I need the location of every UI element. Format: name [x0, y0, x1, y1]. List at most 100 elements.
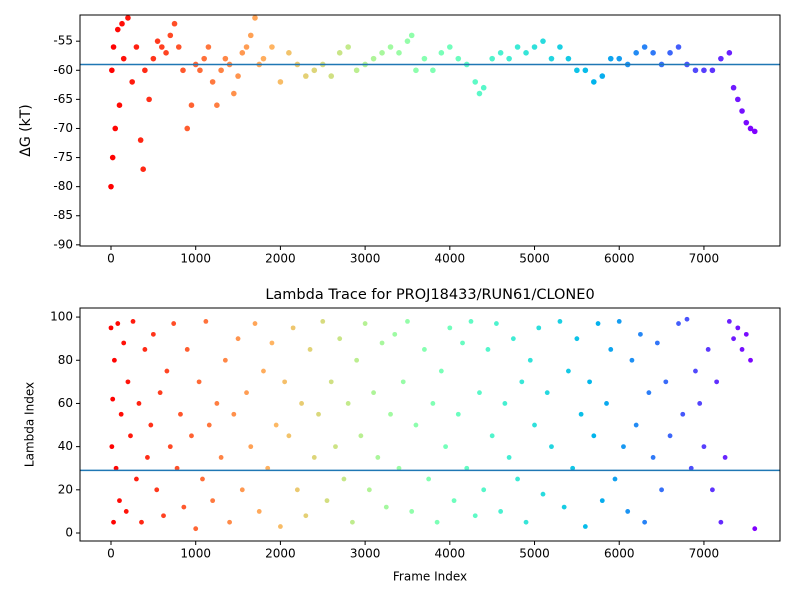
point [477, 390, 482, 396]
point [282, 379, 288, 385]
point [354, 357, 360, 363]
y-tick-label: -65 [53, 92, 73, 106]
x-tick-label: 5000 [519, 547, 550, 561]
point [400, 379, 406, 385]
point [557, 44, 563, 50]
point [638, 331, 643, 337]
point [506, 455, 512, 460]
point [181, 504, 187, 510]
point [735, 325, 741, 331]
point [109, 154, 116, 161]
point [566, 368, 571, 374]
point [650, 455, 656, 460]
point [119, 20, 125, 27]
point [130, 318, 136, 324]
point [379, 340, 385, 346]
point [663, 379, 669, 385]
x-tick-label: 2000 [265, 547, 296, 561]
point [286, 433, 292, 439]
point [311, 455, 317, 460]
point [735, 96, 741, 103]
point [116, 102, 123, 108]
point [154, 487, 160, 493]
point [451, 498, 457, 504]
x-tick-label: 3000 [350, 547, 381, 561]
x-tick-label: 6000 [604, 252, 635, 266]
point [218, 67, 224, 74]
point [523, 519, 529, 525]
point [316, 411, 321, 417]
x-tick-label: 2000 [265, 252, 296, 266]
point [133, 44, 140, 50]
point [731, 336, 736, 342]
point [510, 336, 516, 342]
point [739, 347, 745, 352]
y-tick-label: -80 [53, 179, 73, 193]
point [260, 55, 267, 62]
y-tick-label: -85 [53, 208, 73, 222]
point [123, 509, 129, 514]
point [684, 316, 690, 322]
x-tick-label: 1000 [180, 547, 211, 561]
point [531, 44, 538, 50]
point [481, 487, 487, 493]
point [582, 67, 589, 74]
point [752, 526, 758, 532]
point [751, 128, 758, 135]
point [171, 20, 178, 27]
point [341, 476, 347, 482]
point [227, 519, 232, 525]
point [142, 67, 148, 74]
x-tick-label: 7000 [689, 252, 720, 266]
point [125, 379, 131, 385]
x-tick-label: 6000 [604, 547, 635, 561]
point [303, 513, 309, 519]
point [128, 433, 133, 439]
x-axis-label: Frame Index [393, 570, 467, 584]
point [139, 519, 144, 525]
point [110, 396, 116, 402]
point [157, 390, 163, 396]
point [591, 433, 597, 439]
point [118, 411, 124, 417]
point [294, 487, 300, 493]
point [358, 433, 364, 439]
x-tick-label: 5000 [519, 252, 550, 266]
point [472, 79, 479, 85]
point [142, 347, 148, 352]
y-tick-label: -70 [53, 121, 73, 135]
point [163, 50, 169, 56]
point [607, 55, 614, 62]
point [494, 321, 499, 326]
point [164, 368, 170, 374]
point [714, 379, 720, 385]
point [480, 84, 487, 91]
point [370, 55, 377, 62]
point [188, 102, 195, 108]
point [111, 357, 117, 363]
point [269, 340, 275, 346]
point [333, 444, 338, 450]
point [278, 524, 283, 529]
point [307, 347, 313, 352]
point [514, 44, 521, 50]
point [392, 331, 398, 337]
point [235, 73, 241, 79]
y-tick-label: 0 [65, 526, 73, 540]
point [273, 422, 279, 428]
point [438, 50, 445, 56]
point [299, 401, 304, 406]
point [464, 465, 470, 471]
x-tick-label: 0 [107, 547, 115, 561]
point [109, 67, 115, 74]
point [290, 325, 296, 331]
axes-frame [79, 14, 781, 247]
point [137, 137, 144, 143]
point [136, 401, 142, 406]
point [705, 347, 711, 352]
point [413, 67, 419, 74]
point [148, 422, 154, 428]
point [646, 390, 652, 396]
point [252, 15, 258, 21]
